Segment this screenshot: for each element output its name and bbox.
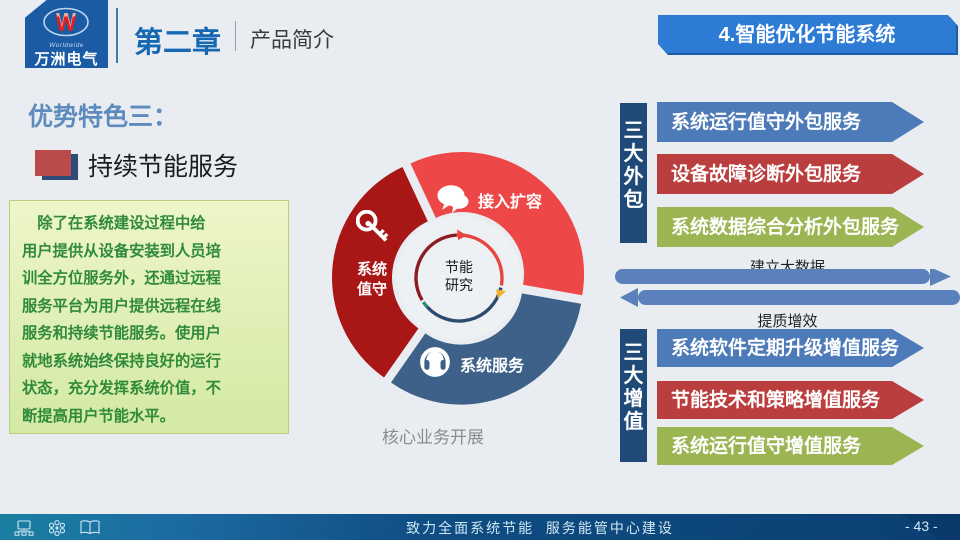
svg-text:节能技术和策略增值服务: 节能技术和策略增值服务 bbox=[671, 388, 881, 411]
svg-text:系统运行值守增值服务: 系统运行值守增值服务 bbox=[671, 434, 862, 457]
svg-text:研究: 研究 bbox=[445, 277, 473, 293]
svg-text:系统软件定期升级增值服务: 系统软件定期升级增值服务 bbox=[671, 336, 900, 359]
svg-text:4.智能优化节能系统: 4.智能优化节能系统 bbox=[719, 22, 896, 46]
svg-text:节能: 节能 bbox=[445, 259, 473, 275]
svg-text:设备故障诊断外包服务: 设备故障诊断外包服务 bbox=[671, 162, 862, 185]
svg-text:W: W bbox=[56, 13, 76, 36]
svg-text:系统运行值守外包服务: 系统运行值守外包服务 bbox=[671, 110, 862, 133]
svg-text:系统数据综合分析外包服务: 系统数据综合分析外包服务 bbox=[671, 215, 900, 238]
